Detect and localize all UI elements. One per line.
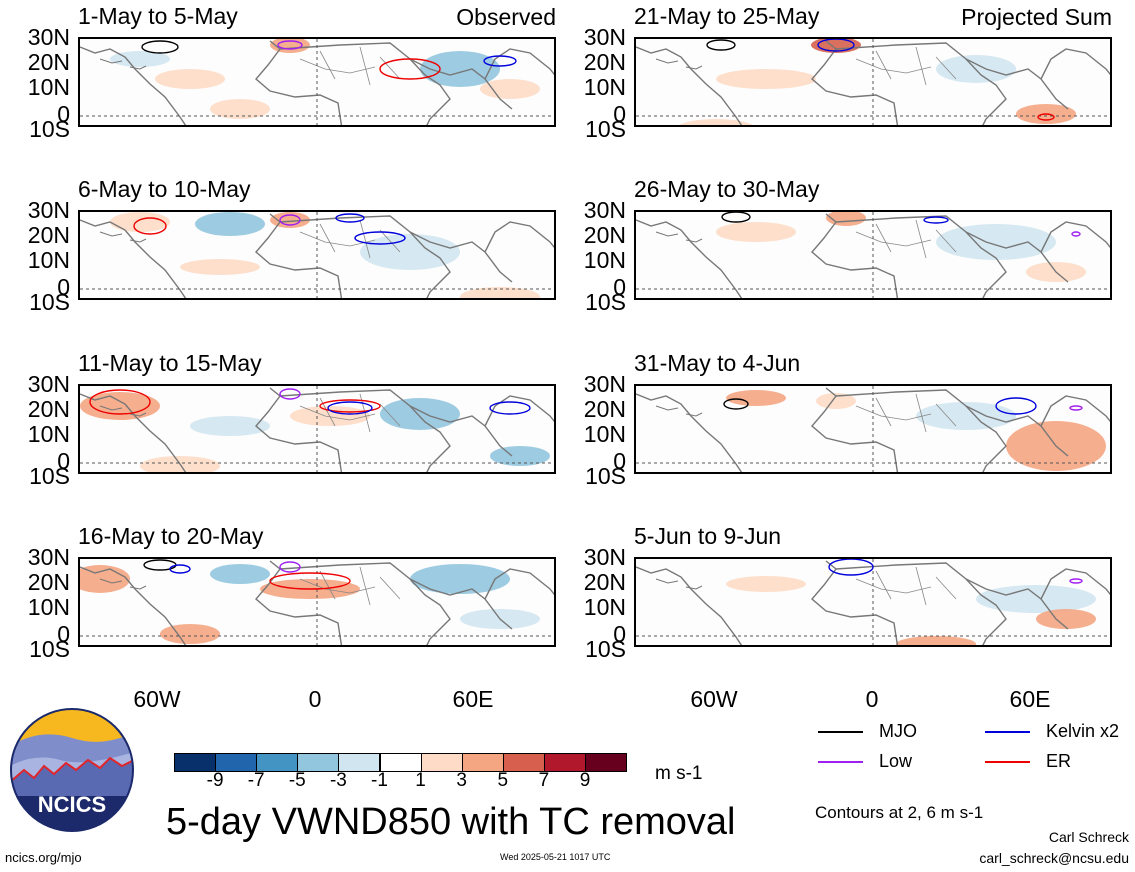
- colorbar-tick-label: -7: [247, 770, 265, 791]
- lat-label: 10N: [583, 421, 626, 447]
- lat-label: 30N: [27, 24, 70, 50]
- colorbar-tick-label: 3: [456, 770, 467, 791]
- lat-label: 0: [57, 274, 70, 300]
- lat-label: 20N: [583, 222, 626, 248]
- lon-label-60w-right: 60W: [690, 686, 738, 712]
- lat-label: 0: [613, 621, 626, 647]
- lat-label: 10S: [585, 636, 626, 662]
- anomaly-map-panel: [78, 384, 556, 474]
- anomaly-map-panel: [634, 37, 1112, 127]
- lat-label: 30N: [583, 371, 626, 397]
- panel-tag: Projected Sum: [961, 4, 1112, 30]
- lat-label: 10N: [583, 594, 626, 620]
- colorbar-tick-label: 5: [497, 770, 509, 791]
- colorbar-tick-label: 7: [538, 770, 550, 791]
- anomaly-map-panel: [634, 210, 1112, 300]
- author-name: Carl Schreck: [1048, 829, 1129, 845]
- legend-er-line: [985, 761, 1030, 763]
- lat-label: 20N: [27, 396, 70, 422]
- anomaly-map-panel: [634, 384, 1112, 474]
- panel-title: 26-May to 30-May: [634, 176, 820, 202]
- lon-label-0-right: 0: [865, 686, 879, 712]
- lat-label: 10S: [29, 463, 70, 489]
- lon-label-0-left: 0: [308, 686, 322, 712]
- colorbar-tick-label: -1: [371, 770, 388, 791]
- main-title: 5-day VWND850 with TC removal: [166, 801, 736, 843]
- lat-label: 30N: [583, 544, 626, 570]
- lat-label: 20N: [27, 49, 70, 75]
- lat-label: 0: [57, 621, 70, 647]
- lat-label: 10N: [27, 74, 70, 100]
- colorbar-tick-label: 1: [415, 770, 426, 791]
- lat-label: 10N: [27, 421, 70, 447]
- logo-text: NCICS: [38, 792, 106, 817]
- lat-label: 30N: [27, 544, 70, 570]
- lat-label: 0: [613, 101, 626, 127]
- colorbar-tick-label: -5: [288, 770, 306, 791]
- panel-title: 21-May to 25-May: [634, 3, 820, 29]
- lat-label: 30N: [27, 371, 70, 397]
- timestamp: Wed 2025-05-21 1017 UTC: [500, 852, 611, 862]
- author-email[interactable]: carl_schreck@ncsu.edu: [979, 850, 1129, 866]
- lat-label: 10N: [583, 74, 626, 100]
- anomaly-map-panel: [634, 557, 1112, 647]
- lat-label: 30N: [583, 24, 626, 50]
- legend-kelvin-label: Kelvin x2: [1046, 721, 1120, 741]
- legend-low-line: [818, 761, 863, 763]
- legend-er-label: ER: [1046, 751, 1072, 771]
- colorbar-segment: [585, 753, 628, 772]
- lat-label: 20N: [583, 49, 626, 75]
- source-url[interactable]: ncics.org/mjo: [5, 850, 82, 865]
- panel-title: 1-May to 5-May: [78, 3, 238, 29]
- lat-label: 10N: [583, 247, 626, 273]
- lat-label: 10S: [29, 289, 70, 315]
- panel-title: 11-May to 15-May: [78, 350, 262, 376]
- lat-label: 30N: [27, 197, 70, 223]
- lat-label: 0: [613, 274, 626, 300]
- colorbar-tick-label: -9: [206, 770, 224, 791]
- contours-note: Contours at 2, 6 m s-1: [815, 803, 984, 822]
- colorbar-tick-label: -3: [329, 770, 347, 791]
- lat-label: 10S: [585, 463, 626, 489]
- lat-label: 0: [57, 101, 70, 127]
- anomaly-map-panel: [78, 37, 556, 127]
- lat-label: 10N: [27, 594, 70, 620]
- lat-label: 20N: [27, 569, 70, 595]
- lat-label: 10S: [585, 289, 626, 315]
- lat-label: 10S: [29, 116, 70, 142]
- anomaly-map-panel: [78, 210, 556, 300]
- lat-label: 0: [57, 448, 70, 474]
- colorbar-units: m s-1: [655, 763, 703, 784]
- legend-mjo-line: [818, 731, 863, 733]
- anomaly-map-panel: [78, 557, 556, 647]
- lat-label: 20N: [27, 222, 70, 248]
- panel-title: 16-May to 20-May: [78, 523, 264, 549]
- lon-label-60e-right: 60E: [1009, 686, 1051, 712]
- lat-label: 10N: [27, 247, 70, 273]
- panel-tag: Observed: [456, 4, 556, 30]
- colorbar-tick-label: 9: [579, 770, 591, 791]
- ncics-logo[interactable]: NCICS: [10, 708, 134, 832]
- lat-label: 10S: [585, 116, 626, 142]
- panel-title: 5-Jun to 9-Jun: [634, 523, 782, 549]
- legend-low-label: Low: [879, 751, 913, 771]
- lon-label-60w-left: 60W: [133, 686, 181, 712]
- panel-title: 6-May to 10-May: [78, 176, 251, 202]
- lat-label: 20N: [583, 396, 626, 422]
- legend-kelvin-line: [985, 731, 1030, 733]
- panel-title: 31-May to 4-Jun: [634, 350, 801, 376]
- lat-label: 0: [613, 448, 626, 474]
- lon-label-60e-left: 60E: [452, 686, 494, 712]
- lat-label: 30N: [583, 197, 626, 223]
- lat-label: 20N: [583, 569, 626, 595]
- legend-mjo-label: MJO: [879, 721, 917, 741]
- lat-label: 10S: [29, 636, 70, 662]
